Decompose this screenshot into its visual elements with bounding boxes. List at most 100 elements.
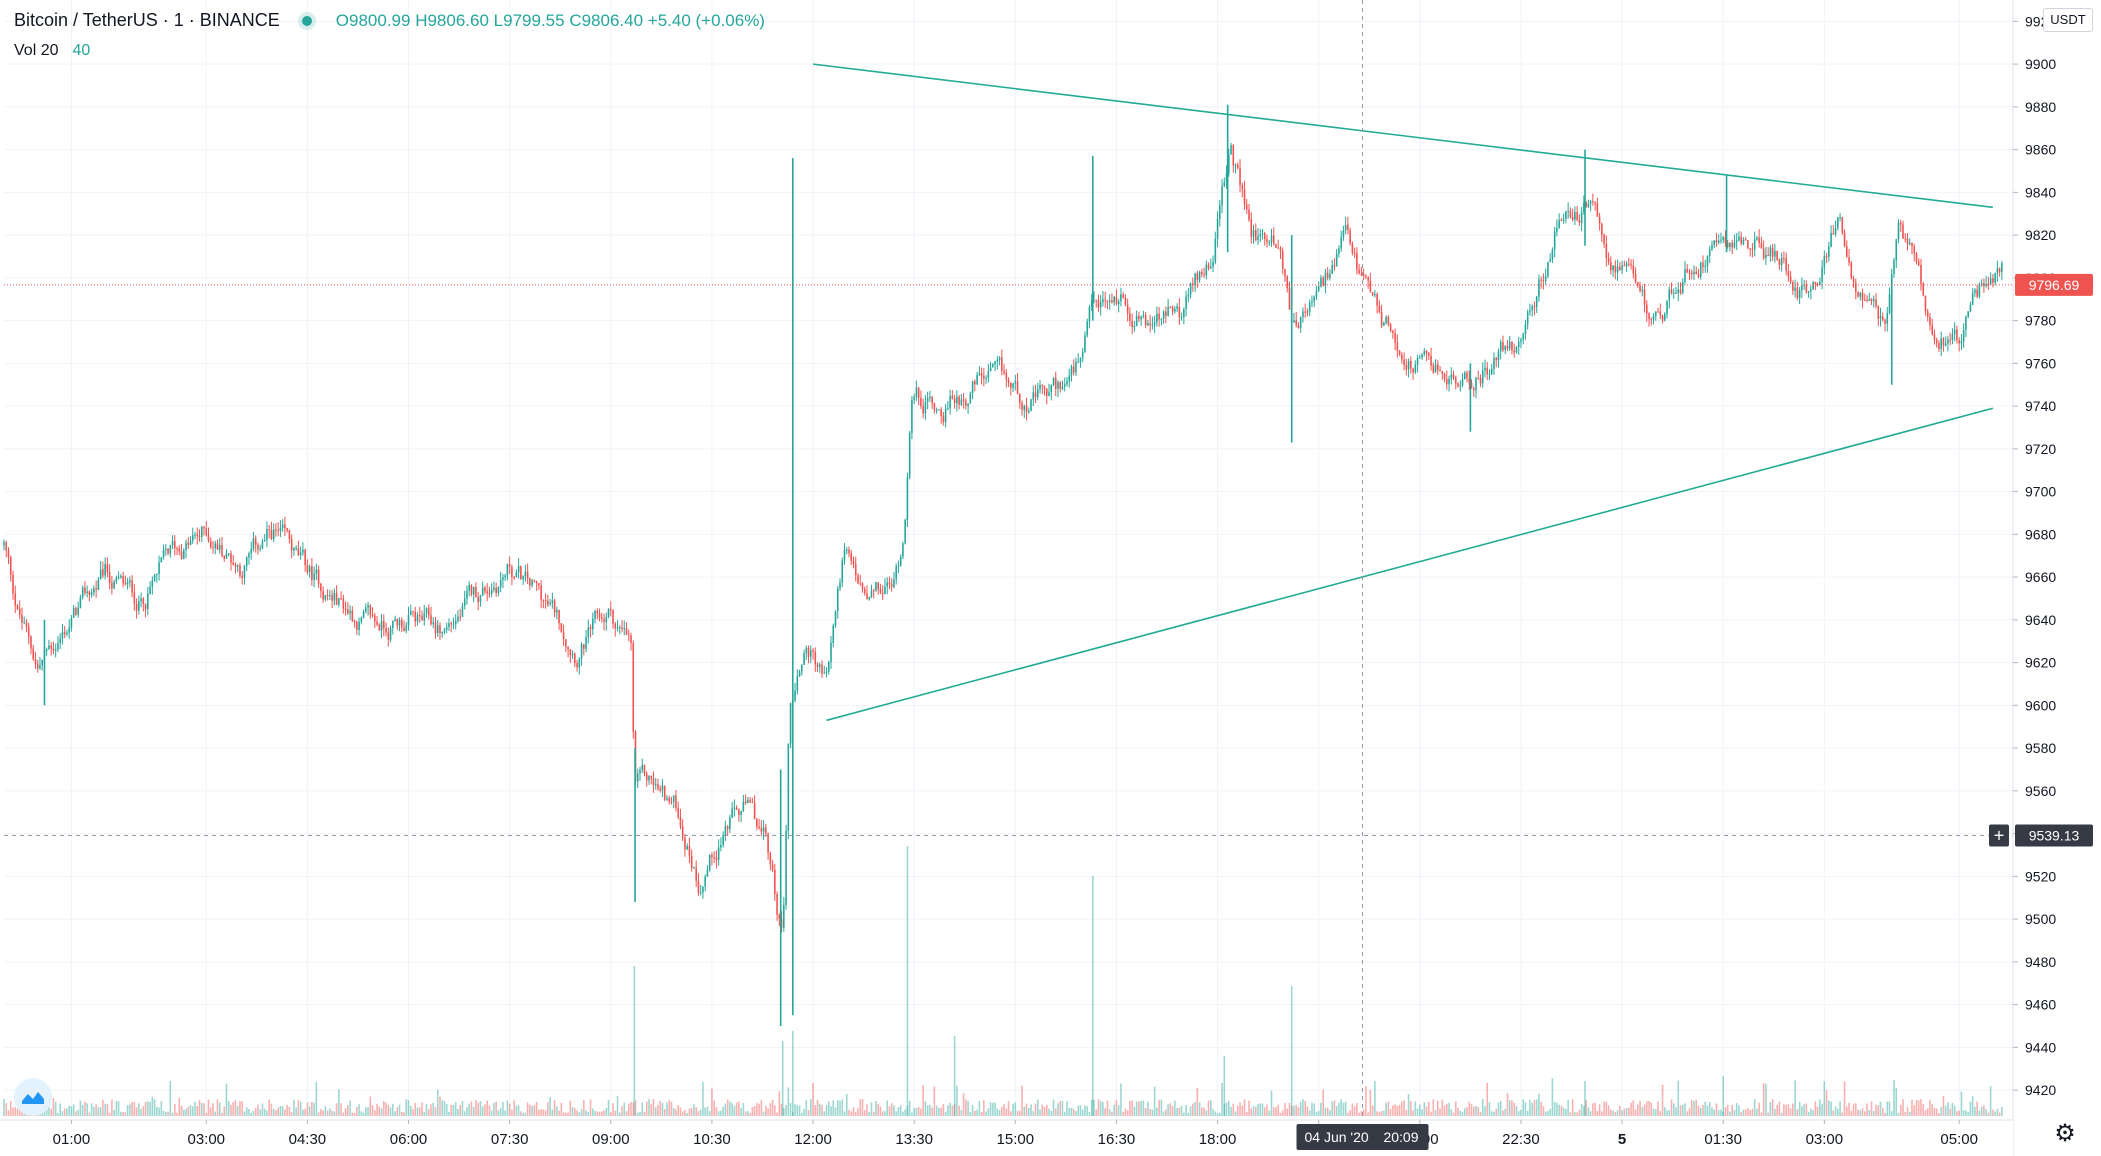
- candle-body: [735, 807, 738, 810]
- volume-bar: [461, 1101, 464, 1116]
- candle-body: [216, 543, 219, 550]
- volume-bar: [1216, 1112, 1219, 1116]
- candle-body: [762, 827, 765, 832]
- volume-bar: [1906, 1107, 1909, 1116]
- candle-body: [66, 632, 68, 635]
- volume-bar: [1551, 1078, 1554, 1116]
- gear-icon[interactable]: ⚙: [2054, 1120, 2076, 1147]
- volume-bar: [1621, 1110, 1623, 1116]
- candle-body: [1203, 274, 1205, 276]
- candle-body: [90, 592, 93, 595]
- candle-body: [1711, 245, 1713, 250]
- candle-body: [612, 610, 614, 624]
- candle-body: [1113, 296, 1115, 303]
- volume-bar: [1225, 1102, 1228, 1116]
- volume-bar: [1486, 1082, 1489, 1116]
- candle-body: [113, 581, 115, 589]
- y-tick-label: 9880: [2025, 99, 2056, 115]
- volume-bar: [1949, 1108, 1951, 1116]
- candle-body: [252, 538, 255, 549]
- candle-body: [1272, 235, 1275, 245]
- candle-body: [535, 581, 538, 584]
- candle-body: [1639, 285, 1641, 291]
- volume-bar: [935, 1105, 938, 1116]
- volume-bar: [115, 1100, 118, 1116]
- volume-bar: [863, 1110, 866, 1116]
- candle-body: [1598, 216, 1601, 224]
- candle-body: [1299, 317, 1302, 328]
- candle-body: [1401, 354, 1403, 360]
- volume-bar: [1261, 1103, 1264, 1116]
- volume-bar: [1702, 1104, 1704, 1116]
- candle-body: [369, 605, 372, 615]
- candle-body: [1441, 371, 1444, 374]
- candle-body: [1142, 315, 1145, 317]
- candle-body: [1632, 265, 1635, 274]
- volume-bar: [1113, 1104, 1115, 1116]
- candle-body: [1081, 351, 1084, 358]
- candle-body: [1245, 204, 1248, 210]
- volume-bar: [1614, 1112, 1617, 1116]
- volume-bar: [695, 1107, 697, 1116]
- candle-body: [1663, 313, 1666, 321]
- candle-body: [832, 625, 835, 643]
- candle-body: [1108, 300, 1111, 302]
- volume-bar: [1890, 1111, 1893, 1116]
- candle-body: [1317, 286, 1320, 292]
- candle-body: [378, 624, 381, 631]
- candle-body: [1589, 201, 1592, 204]
- volume-bar: [1729, 1111, 1731, 1116]
- candle-body: [472, 586, 475, 595]
- volume-bar: [1899, 1104, 1902, 1116]
- volume-bar: [2001, 1106, 2003, 1116]
- candle-body: [1511, 341, 1513, 351]
- volume-bar: [1859, 1110, 1862, 1116]
- volume-bar: [151, 1096, 154, 1116]
- volume-label[interactable]: Vol 20: [14, 42, 59, 59]
- candle-body: [661, 785, 664, 791]
- candle-body: [1048, 392, 1050, 397]
- candle-body: [1596, 203, 1599, 217]
- y-tick-label: 9420: [2025, 1082, 2056, 1098]
- volume-bar: [1639, 1101, 1641, 1116]
- x-tick-label: 12:00: [794, 1131, 832, 1148]
- volume-bar: [1650, 1102, 1653, 1116]
- candle-body: [1027, 410, 1030, 413]
- candle-body: [1915, 253, 1918, 262]
- volume-bar: [938, 1107, 940, 1116]
- candle-body: [565, 639, 567, 647]
- volume-bar: [1189, 1106, 1192, 1116]
- candle-body: [1951, 334, 1954, 341]
- candle-body: [508, 564, 511, 567]
- candle-body: [850, 553, 853, 561]
- volume-bar: [1506, 1093, 1509, 1116]
- volume-bar: [922, 1085, 924, 1116]
- candle-body: [117, 577, 120, 579]
- volume-bar: [1670, 1099, 1673, 1116]
- volume-bar: [823, 1111, 826, 1116]
- candle-body: [1693, 271, 1695, 275]
- candle-body: [1994, 273, 1996, 283]
- candle-body: [1697, 274, 1700, 277]
- volume-bar: [1169, 1103, 1172, 1116]
- y-tick-label: 9640: [2025, 612, 2056, 628]
- low-value: 9799.55: [503, 10, 565, 30]
- candle-body: [1987, 283, 1990, 285]
- y-tick-label: 9840: [2025, 184, 2056, 200]
- candle-body: [443, 629, 446, 632]
- candle-body: [1648, 313, 1650, 320]
- symbol-title[interactable]: Bitcoin / TetherUS · 1 · BINANCE: [14, 10, 280, 30]
- candle-body: [717, 847, 720, 860]
- tradingview-logo-icon[interactable]: [14, 1078, 52, 1116]
- candle-body: [59, 638, 61, 644]
- candle-body: [1508, 341, 1511, 349]
- currency-badge[interactable]: USDT: [2043, 8, 2093, 32]
- candle-body: [351, 610, 354, 622]
- volume-bar: [1580, 1103, 1583, 1116]
- candle-body: [1423, 350, 1426, 355]
- candle-body: [798, 671, 801, 677]
- candle-body: [1374, 294, 1376, 296]
- candle-body: [468, 585, 470, 591]
- volume-bar: [625, 1111, 628, 1116]
